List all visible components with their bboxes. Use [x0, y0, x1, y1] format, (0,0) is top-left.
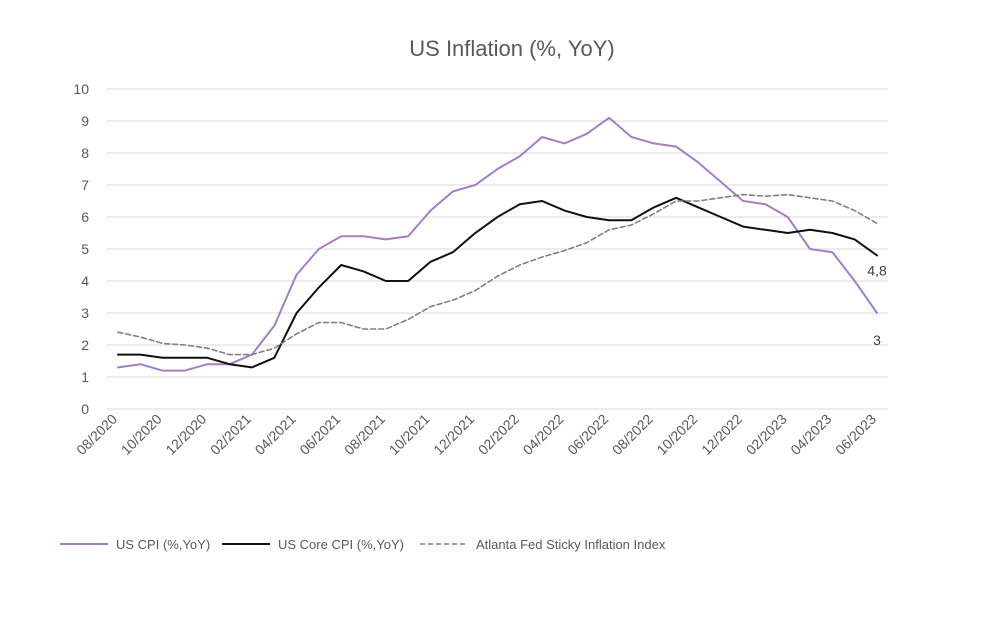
y-tick-label: 9 [81, 113, 89, 129]
y-tick-label: 7 [81, 177, 89, 193]
x-axis-ticks: 08/202010/202012/202002/202104/202106/20… [73, 411, 879, 458]
series-line-1 [117, 116, 878, 372]
x-tick-label: 02/2023 [743, 411, 790, 458]
x-tick-label: 04/2023 [787, 411, 834, 458]
y-tick-label: 2 [81, 337, 89, 353]
series-line-3 [117, 193, 878, 356]
x-tick-label: 10/2021 [386, 411, 433, 458]
series-line-2 [117, 196, 878, 369]
x-tick-label: 04/2021 [252, 411, 299, 458]
x-tick-label: 10/2022 [653, 411, 700, 458]
y-tick-label: 5 [81, 241, 89, 257]
x-tick-label: 08/2022 [609, 411, 656, 458]
data-label: 4,8 [867, 262, 887, 278]
x-tick-label: 06/2023 [832, 411, 879, 458]
data-label: 3 [873, 332, 881, 348]
x-tick-label: 12/2022 [698, 411, 745, 458]
legend-label-1: US CPI (%,YoY) [116, 537, 210, 552]
legend-label-3: Atlanta Fed Sticky Inflation Index [476, 537, 666, 552]
legend-label-2: US Core CPI (%,YoY) [278, 537, 404, 552]
legend: US CPI (%,YoY) US Core CPI (%,YoY) Atlanta… [60, 537, 666, 552]
x-tick-label: 08/2021 [341, 411, 388, 458]
x-tick-label: 02/2022 [475, 411, 522, 458]
x-tick-label: 06/2021 [296, 411, 343, 458]
data-labels: 4,83 [867, 262, 887, 348]
y-tick-label: 1 [81, 369, 89, 385]
chart-title: US Inflation (%, YoY) [409, 36, 614, 61]
x-tick-label: 10/2020 [118, 411, 165, 458]
y-tick-label: 0 [81, 401, 89, 417]
gridlines [107, 88, 888, 410]
y-tick-label: 6 [81, 209, 89, 225]
x-tick-label: 08/2020 [73, 411, 120, 458]
x-tick-label: 06/2022 [564, 411, 611, 458]
y-axis-ticks: 0 1 2 3 4 5 6 7 8 9 10 [73, 81, 89, 417]
y-tick-label: 3 [81, 305, 89, 321]
x-tick-label: 02/2021 [207, 411, 254, 458]
x-tick-label: 12/2021 [430, 411, 477, 458]
x-tick-label: 04/2022 [519, 411, 566, 458]
y-tick-label: 4 [81, 273, 89, 289]
y-tick-label: 10 [73, 81, 89, 97]
y-tick-label: 8 [81, 145, 89, 161]
series-lines [117, 116, 878, 372]
x-tick-label: 12/2020 [162, 411, 209, 458]
